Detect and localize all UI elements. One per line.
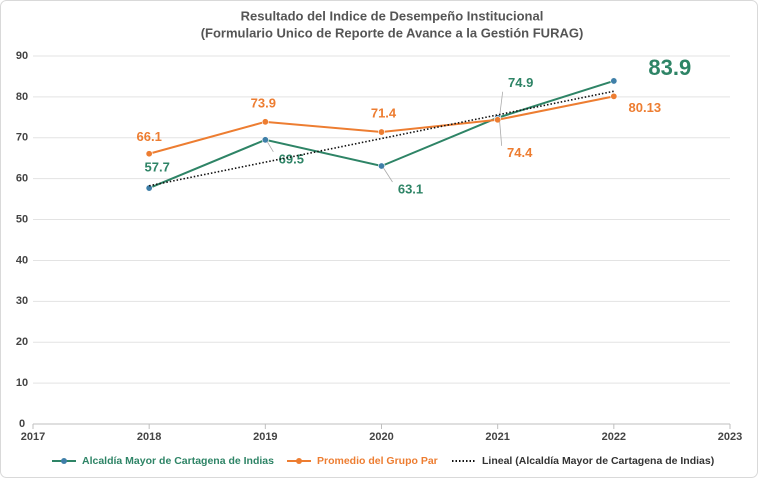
chart-title: Resultado del Indice de Desempeño Instit… [241, 8, 544, 23]
marker [377, 162, 385, 170]
marker [145, 184, 153, 192]
legend-marker [61, 458, 67, 464]
legend-label: Promedio del Grupo Par [317, 455, 438, 467]
y-tick-label: 40 [16, 254, 28, 266]
marker [610, 77, 618, 85]
chart-subtitle: (Formulario Unico de Reporte de Avance a… [201, 25, 584, 40]
legend-marker [296, 458, 302, 464]
x-tick-label: 2021 [485, 431, 509, 443]
data-label: 80.13 [629, 100, 662, 115]
data-label: 57.7 [145, 160, 170, 175]
legend-label: Alcaldía Mayor de Cartagena de Indias [82, 455, 274, 467]
leader-line [499, 121, 503, 146]
data-label: 74.4 [507, 145, 533, 160]
marker [494, 116, 502, 124]
data-label: 66.1 [137, 129, 162, 144]
y-tick-label: 20 [16, 336, 28, 348]
x-tick-label: 2023 [718, 431, 742, 443]
marker [610, 92, 618, 100]
data-label: 83.9 [648, 55, 691, 80]
legend-label: Lineal (Alcaldía Mayor de Cartagena de I… [482, 455, 714, 467]
data-label: 71.4 [371, 105, 397, 120]
marker [261, 136, 269, 144]
x-tick-label: 2020 [369, 431, 393, 443]
y-tick-label: 90 [16, 50, 28, 62]
x-tick-label: 2018 [137, 431, 161, 443]
leader-line [499, 91, 504, 116]
leader-line [383, 167, 393, 183]
data-label: 74.9 [508, 75, 533, 90]
data-label: 63.1 [398, 181, 423, 196]
y-tick-label: 10 [16, 377, 28, 389]
y-tick-label: 50 [16, 213, 28, 225]
y-tick-label: 0 [19, 418, 25, 430]
y-tick-label: 70 [16, 132, 28, 144]
y-tick-label: 30 [16, 295, 28, 307]
y-tick-label: 80 [16, 91, 28, 103]
x-tick-label: 2017 [21, 431, 45, 443]
y-tick-label: 60 [16, 173, 28, 185]
marker [261, 118, 269, 126]
marker [377, 128, 385, 136]
data-label: 69.5 [279, 151, 304, 166]
x-tick-label: 2022 [602, 431, 626, 443]
marker [145, 150, 153, 158]
data-label: 73.9 [251, 95, 276, 110]
x-tick-label: 2019 [253, 431, 277, 443]
leader-line [266, 141, 274, 153]
